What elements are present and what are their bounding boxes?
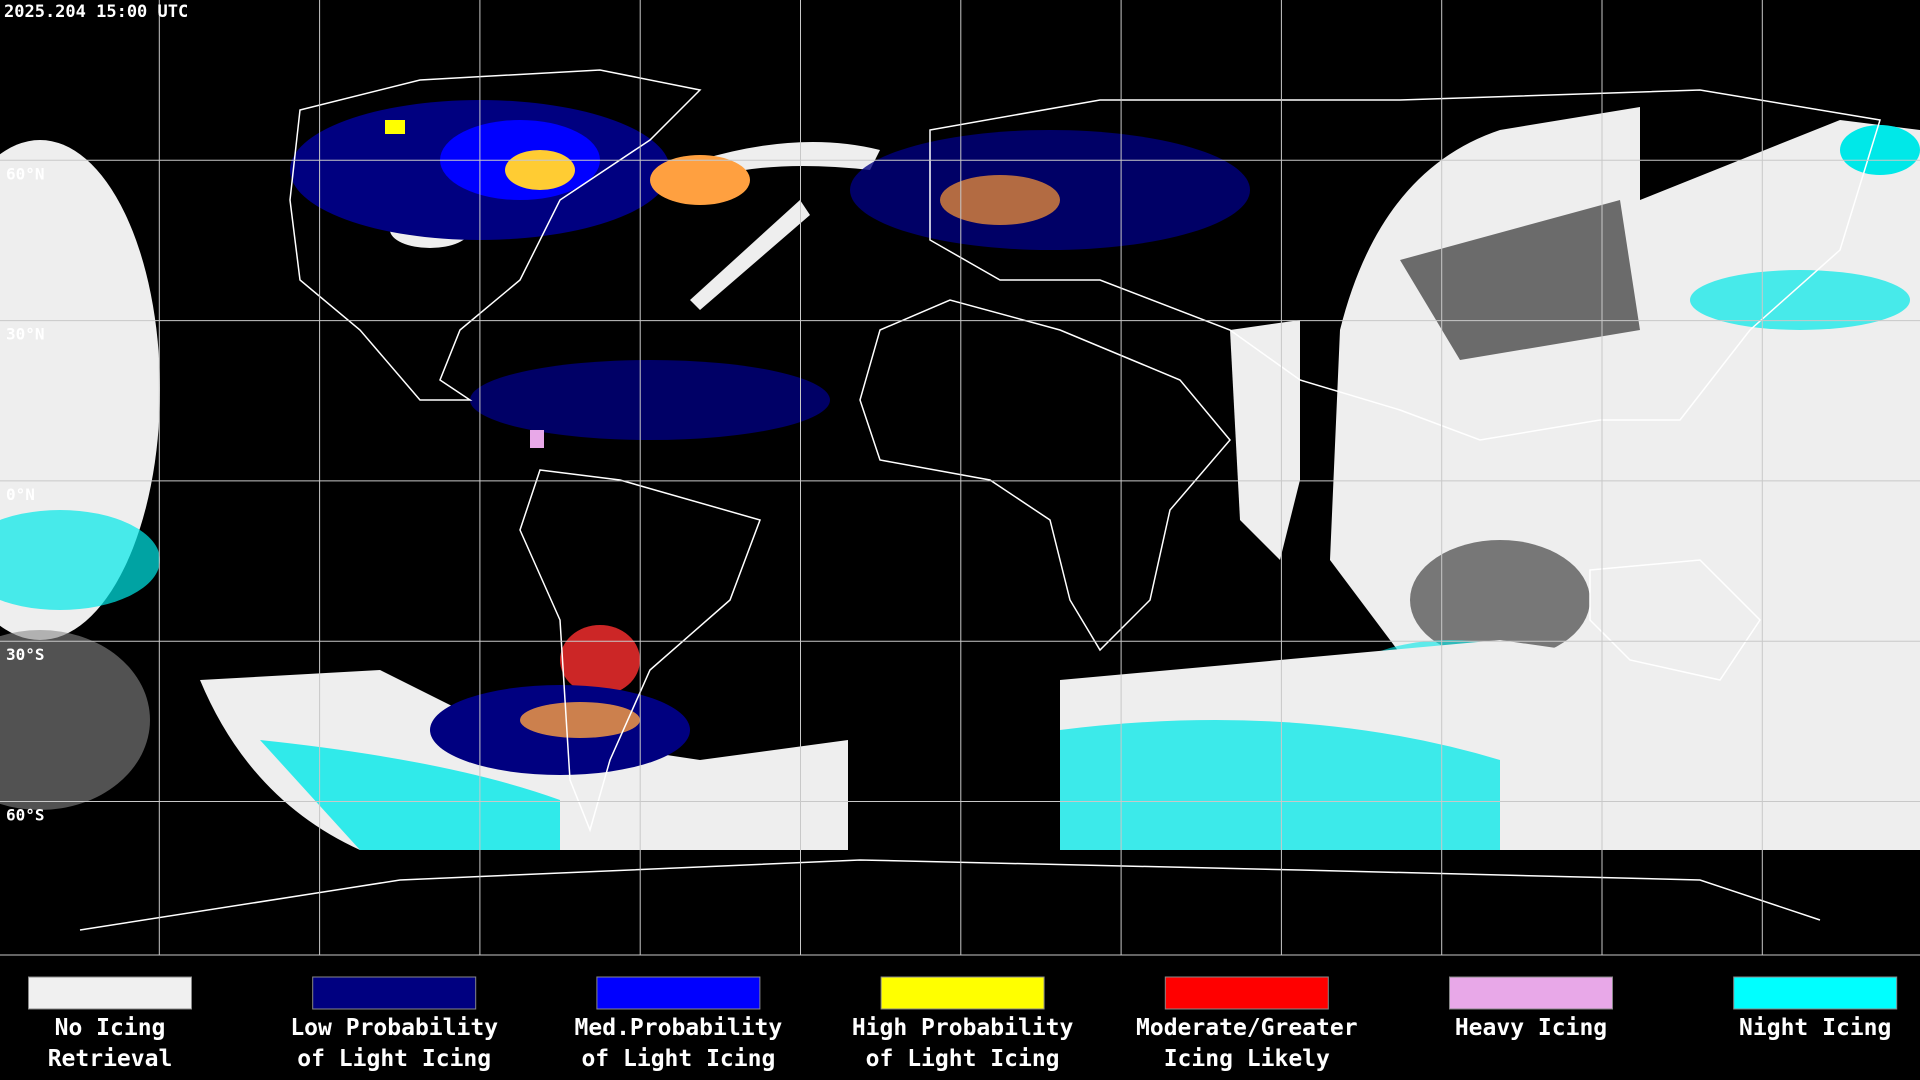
icing-area: [530, 430, 544, 448]
graticule: [0, 0, 1920, 956]
legend-label: Med.Probability: [575, 1015, 783, 1041]
cloud-area: [1230, 320, 1300, 560]
icing-area: [650, 155, 750, 205]
legend-label: No Icing: [55, 1015, 166, 1041]
coastline: [859, 299, 1231, 652]
legend-label: of Light Icing: [297, 1046, 491, 1072]
icing-area: [520, 702, 640, 738]
legend-label: Icing Likely: [1164, 1046, 1330, 1072]
icing-area: [470, 360, 830, 440]
legend-label: Heavy Icing: [1455, 1015, 1607, 1041]
legend-swatch: [28, 976, 192, 1010]
coastline: [929, 89, 1881, 441]
latitude-label: 60°N: [6, 164, 45, 183]
timestamp: 2025.204 15:00 UTC: [4, 2, 188, 22]
legend-swatch: [880, 976, 1045, 1010]
cloud-fields: [0, 0, 1920, 850]
cloud-area: [700, 142, 880, 175]
latitude-labels: 60°N 30°N 0°N 30°S 60°S: [6, 164, 45, 824]
icing-area: [385, 120, 405, 134]
cloud-area: [260, 740, 560, 850]
cloud-area: [1690, 270, 1910, 330]
clear-area: [1400, 200, 1640, 360]
legend-swatch: [1164, 976, 1329, 1010]
coastline: [519, 469, 761, 833]
coastline: [1589, 559, 1761, 681]
coastline: [79, 859, 1821, 931]
legend-swatch: [1733, 976, 1898, 1010]
legend-swatch: [1449, 976, 1613, 1010]
latitude-label: 0°N: [6, 485, 35, 504]
legend-label: Retrieval: [48, 1046, 173, 1072]
cloud-area: [0, 510, 160, 610]
cloud-area: [1060, 720, 1500, 850]
legend-swatch: [596, 976, 761, 1010]
clear-area: [1410, 540, 1590, 660]
cloud-area: [1840, 125, 1920, 175]
legend-label: High Probability: [852, 1015, 1074, 1041]
icing-area: [940, 175, 1060, 225]
cloud-area: [690, 200, 810, 310]
legend: No Icing Retrieval Low Probability of Light…: [28, 976, 1898, 1072]
legend-label: Night Icing: [1739, 1015, 1891, 1041]
latitude-label: 30°N: [6, 325, 45, 344]
latitude-label: 30°S: [6, 645, 45, 664]
latitude-label: 60°S: [6, 806, 45, 825]
legend-label: Moderate/Greater: [1136, 1015, 1358, 1041]
legend-label: of Light Icing: [581, 1046, 775, 1072]
legend-label: Low Probability: [290, 1015, 498, 1041]
cloud-area: [0, 630, 150, 810]
legend-label: of Light Icing: [866, 1046, 1060, 1072]
icing-area: [560, 625, 640, 695]
mask: [0, 0, 160, 130]
icing-area: [505, 150, 575, 190]
legend-swatch: [312, 976, 477, 1010]
